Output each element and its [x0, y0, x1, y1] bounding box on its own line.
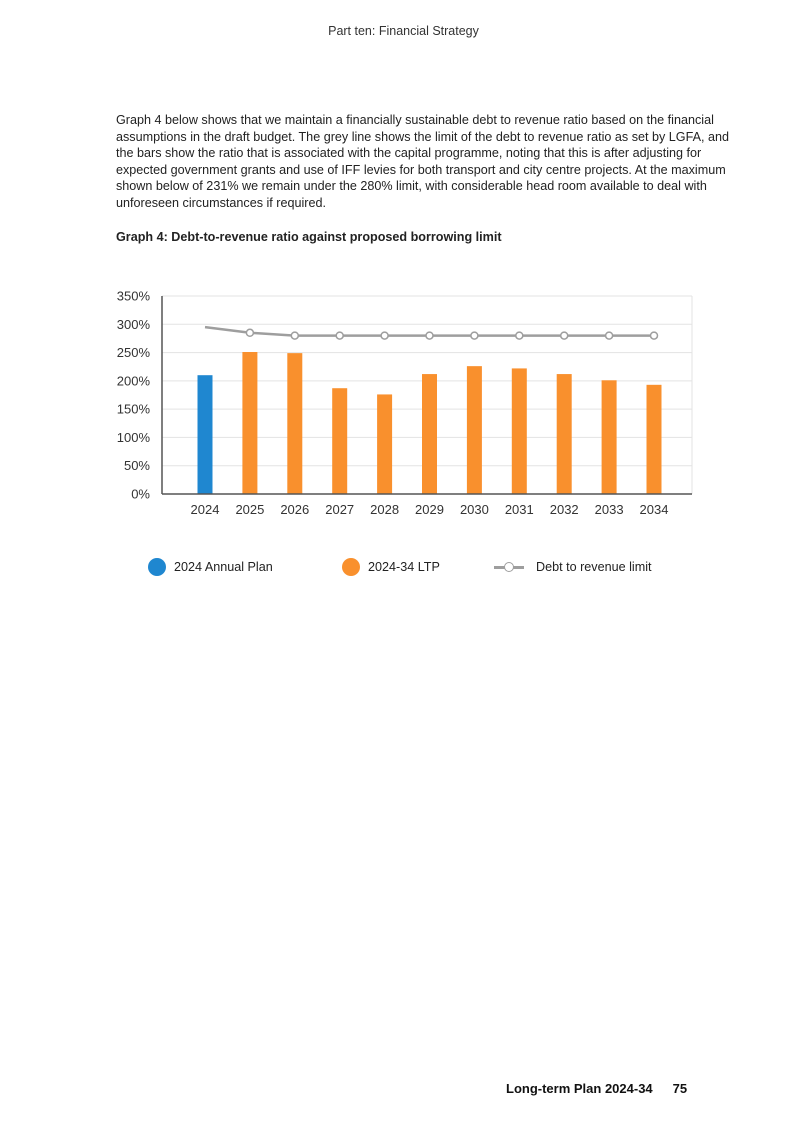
x-tick-label: 2028: [370, 502, 399, 517]
limit-marker-2028: [380, 331, 389, 340]
x-tick-label: 2034: [640, 502, 669, 517]
bar-2027: [332, 388, 348, 494]
limit-marker-2026: [290, 331, 300, 340]
bar-2028: [377, 394, 393, 494]
x-tick-label: 2027: [325, 502, 354, 517]
limit-marker-2025: [245, 328, 255, 338]
footer-document-title: Long-term Plan 2024-34: [506, 1081, 653, 1096]
chart-legend: 2024 Annual Plan 2024-34 LTP Debt to rev…: [148, 556, 668, 578]
debt-to-revenue-chart: 0% 50% 100% 150% 200% 250% 300% 350% 2024 2025 202…: [117, 289, 693, 517]
page-number: 75: [672, 1081, 688, 1096]
bar-2031: [511, 368, 527, 494]
x-tick-label: 2032: [550, 502, 579, 517]
x-tick-label: 2024: [191, 502, 220, 517]
y-tick-label: 250%: [117, 345, 151, 360]
legend-swatch-limit: [494, 558, 524, 576]
limit-marker-2029: [425, 331, 434, 340]
x-tick-label: 2030: [460, 502, 489, 517]
y-tick-label: 50%: [124, 458, 150, 473]
bar-2034: [646, 384, 662, 494]
legend-label-annual-plan: 2024 Annual Plan: [174, 560, 273, 574]
y-tick-label: 200%: [117, 373, 151, 388]
legend-item-limit: Debt to revenue limit: [494, 556, 652, 578]
intro-paragraph: Graph 4 below shows that we maintain a f…: [116, 113, 730, 210]
legend-item-ltp: 2024-34 LTP: [342, 556, 440, 578]
x-tick-label: 2029: [415, 502, 444, 517]
y-tick-label: 150%: [117, 402, 151, 417]
bar-2032: [556, 374, 572, 494]
legend-item-annual-plan: 2024 Annual Plan: [148, 556, 273, 578]
limit-marker-2033: [604, 331, 614, 340]
limit-marker-2027: [335, 331, 344, 340]
x-tick-label: 2033: [595, 502, 624, 517]
page-footer: Long-term Plan 2024-34 75: [506, 1081, 687, 1096]
x-tick-label: 2026: [280, 502, 309, 517]
bar-2029: [422, 374, 437, 494]
y-tick-label: 350%: [117, 289, 151, 304]
bar-2025: [242, 352, 258, 494]
legend-swatch-annual-plan: [148, 558, 166, 576]
legend-label-ltp: 2024-34 LTP: [368, 560, 440, 574]
limit-marker-2031: [515, 331, 524, 340]
limit-marker-2034: [649, 331, 659, 340]
page-header: Part ten: Financial Strategy: [328, 24, 479, 38]
limit-marker-2032: [559, 331, 569, 340]
legend-label-limit: Debt to revenue limit: [536, 560, 652, 574]
x-tick-label: 2031: [505, 502, 534, 517]
bar-2030: [466, 366, 482, 494]
graph-title: Graph 4: Debt-to-revenue ratio against p…: [116, 230, 502, 244]
limit-marker-2030: [470, 331, 479, 340]
bar-2033: [601, 380, 617, 494]
bar-2026: [287, 353, 303, 494]
y-tick-label: 300%: [117, 317, 151, 332]
y-tick-label: 100%: [117, 430, 151, 445]
y-tick-label: 0%: [131, 487, 150, 502]
bar-2024: [197, 375, 213, 494]
x-tick-label: 2025: [235, 502, 264, 517]
legend-swatch-ltp: [342, 558, 360, 576]
